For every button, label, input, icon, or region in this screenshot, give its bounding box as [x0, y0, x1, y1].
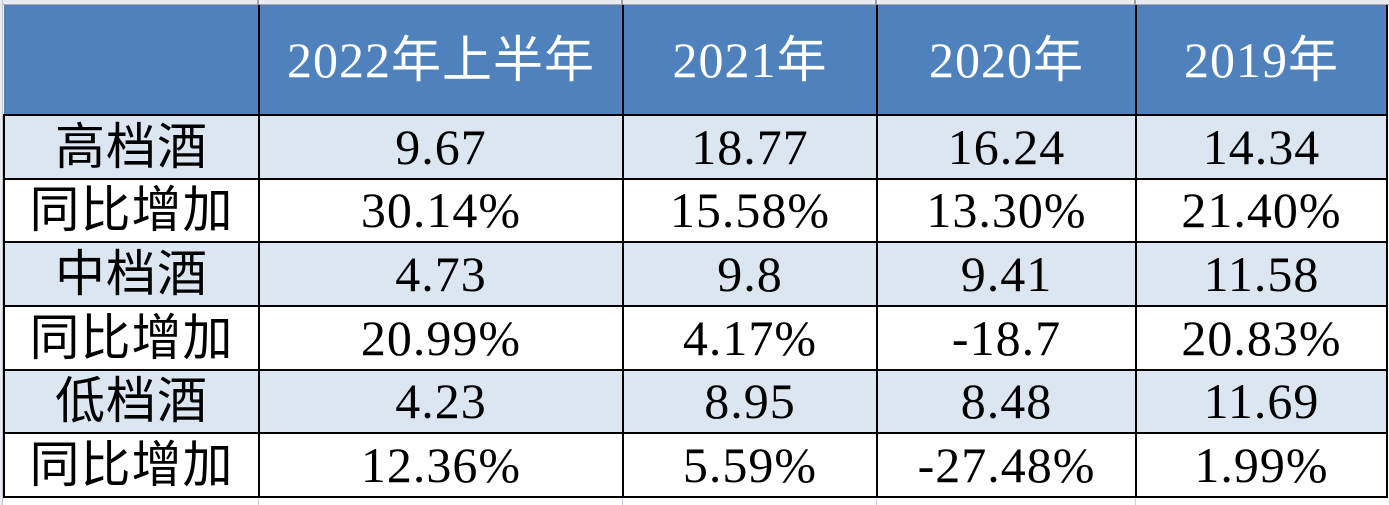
value-cell: 4.17% — [622, 304, 878, 371]
value-cell: 1.99% — [1135, 432, 1388, 498]
gridline-tick — [1134, 0, 1136, 5]
value-cell: 9.41 — [876, 241, 1137, 307]
value-cell: 12.36% — [258, 432, 624, 498]
value-cell: 9.67 — [258, 114, 624, 180]
value-cell: 4.23 — [258, 368, 624, 435]
value-cell: 13.30% — [876, 177, 1137, 244]
header-row: 2022年上半年 2021年 2020年 2019年 — [4, 5, 1388, 116]
table-body: 高档酒 9.67 18.77 16.24 14.34 同比增加 30.14% 15.58% 13… — [3, 114, 1388, 498]
gridline-below-table — [258, 499, 259, 505]
table-row: 中档酒 4.73 9.8 9.41 11.58 — [3, 241, 1388, 307]
spreadsheet-left-margin — [0, 0, 3, 505]
value-cell: 15.58% — [622, 177, 878, 244]
gridline-tick — [875, 0, 877, 5]
gridline-tick — [257, 0, 259, 5]
table-row: 低档酒 4.23 8.95 8.48 11.69 — [3, 368, 1388, 435]
value-cell: 18.77 — [622, 114, 878, 180]
year-column-header: 2022年上半年 — [258, 5, 624, 116]
table-row: 高档酒 9.67 18.77 16.24 14.34 — [3, 114, 1388, 180]
table-header: 2022年上半年 2021年 2020年 2019年 — [4, 5, 1388, 116]
value-cell: -27.48% — [876, 432, 1137, 498]
value-cell: 8.95 — [622, 368, 878, 435]
row-label: 低档酒 — [3, 368, 260, 435]
value-cell: 5.59% — [622, 432, 878, 498]
value-cell: 21.40% — [1135, 177, 1388, 244]
year-column-header: 2020年 — [876, 5, 1137, 116]
gridline-below-table — [876, 499, 877, 505]
year-column-header: 2021年 — [622, 5, 878, 116]
gridline-below-table — [622, 499, 623, 505]
table-row: 同比增加 30.14% 15.58% 13.30% 21.40% — [3, 177, 1388, 244]
value-cell: 14.34 — [1135, 114, 1388, 180]
value-cell: 4.73 — [258, 241, 624, 307]
year-column-header: 2019年 — [1135, 5, 1388, 116]
row-label: 同比增加 — [3, 177, 260, 244]
gridline-below-table — [1135, 499, 1136, 505]
spreadsheet-top-margin — [0, 0, 1389, 5]
value-cell: 11.58 — [1135, 241, 1388, 307]
value-cell: 11.69 — [1135, 368, 1388, 435]
gridline-tick — [621, 0, 623, 5]
report-table: 2022年上半年 2021年 2020年 2019年 高档酒 9.67 18.77 16.2… — [3, 5, 1388, 498]
corner-header-cell — [4, 5, 260, 116]
row-label: 中档酒 — [3, 241, 260, 307]
table-row: 同比增加 20.99% 4.17% -18.7 20.83% — [3, 304, 1388, 371]
row-label: 高档酒 — [3, 114, 260, 180]
value-cell: 9.8 — [622, 241, 878, 307]
row-label: 同比增加 — [3, 432, 260, 498]
value-cell: 8.48 — [876, 368, 1137, 435]
value-cell: 20.83% — [1135, 304, 1388, 371]
value-cell: 20.99% — [258, 304, 624, 371]
value-cell: 30.14% — [258, 177, 624, 244]
row-label: 同比增加 — [3, 304, 260, 371]
value-cell: 16.24 — [876, 114, 1137, 180]
value-cell: -18.7 — [876, 304, 1137, 371]
table-row: 同比增加 12.36% 5.59% -27.48% 1.99% — [3, 432, 1388, 498]
